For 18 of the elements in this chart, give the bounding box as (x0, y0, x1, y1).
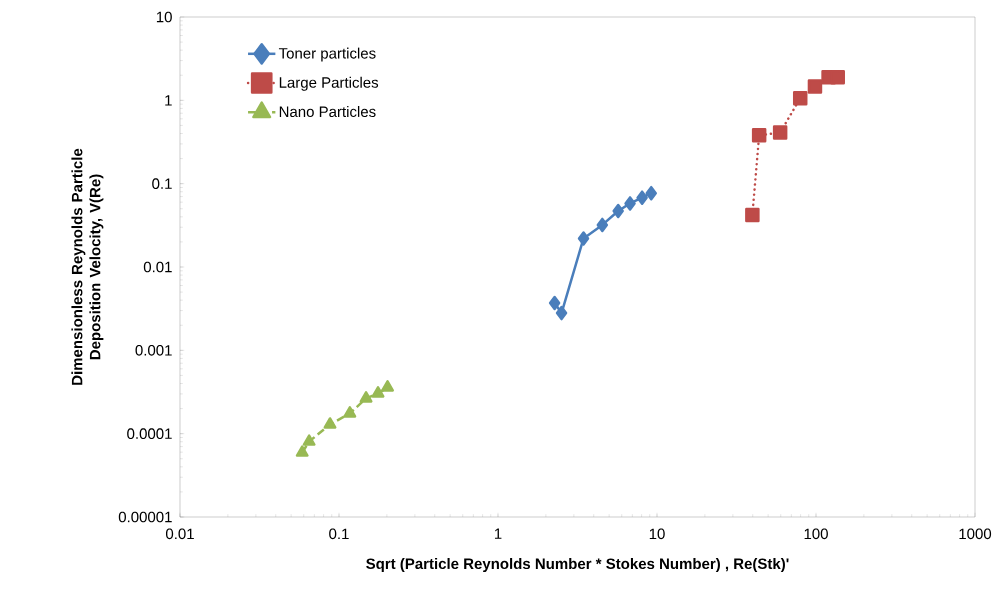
x-tick-label: 10 (649, 528, 665, 540)
y-tick-label: 1 (165, 95, 172, 106)
legend-label: Toner particles (278, 47, 376, 62)
y-tick-label: 0.001 (135, 345, 172, 356)
y-tick-label: 10 (156, 11, 172, 23)
y-tick-label: 0.00001 (118, 511, 172, 523)
x-tick-label: 0.1 (329, 528, 349, 540)
x-axis-title: Sqrt (Particle Reynolds Number * Stokes Number) , Re(Stk)' (366, 558, 789, 572)
y-tick-label: 0.1 (152, 178, 172, 189)
y-tick-label: 0.01 (143, 261, 172, 273)
x-tick-label: 1 (494, 528, 502, 539)
y-axis-title: Dimensionless Reynolds Particle Deposition Velocity, V(Re) (71, 148, 104, 385)
x-tick-label: 100 (804, 528, 828, 540)
y-tick-label: 0.0001 (127, 428, 172, 439)
x-tick-label: 0.01 (165, 528, 194, 540)
x-tick-label: 1000 (959, 528, 992, 540)
legend-label: Nano Particles (279, 106, 376, 118)
legend-label: Large Particles (279, 76, 379, 91)
